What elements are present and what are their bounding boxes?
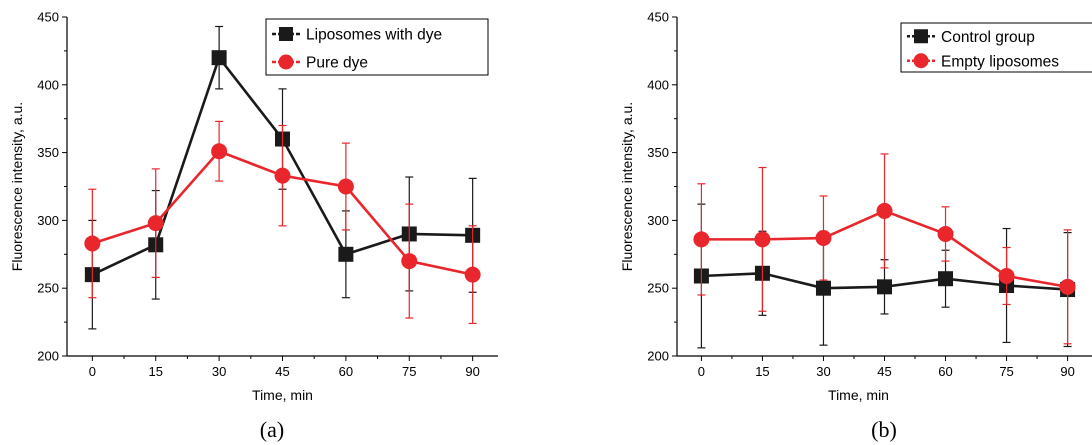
chart-panel-1: 200 250 300 350 400 450 0 15 30 45 60 75 90 Time, min… — [619, 10, 1092, 442]
x-tick-label: 30 — [816, 364, 830, 379]
chart-panel-0: 200 250 300 350 400 450 0 15 30 45 60 75 90 Time, min… — [9, 10, 498, 442]
data-point-circle — [998, 267, 1015, 284]
data-point-circle — [84, 235, 101, 252]
y-axis-label: Fluorescence intensity, a.u. — [9, 102, 25, 271]
data-point-circle — [147, 215, 164, 232]
data-point-circle — [401, 253, 418, 270]
y-axis-label: Fluorescence intensity, a.u. — [619, 102, 635, 271]
data-point-circle — [937, 225, 954, 242]
y-tick-label: 350 — [647, 145, 669, 160]
panel-label: (a) — [260, 417, 284, 442]
y-tick-label: 450 — [37, 10, 59, 25]
data-point-circle — [876, 202, 893, 219]
x-tick-label: 60 — [339, 364, 353, 379]
data-point-circle — [464, 266, 481, 283]
data-point-square — [338, 246, 354, 262]
legend: Liposomes with dye Pure dye — [265, 18, 489, 76]
legend-box — [900, 22, 1092, 73]
y-tick-label: 400 — [647, 77, 669, 92]
data-point-circle — [211, 143, 228, 160]
data-point-circle — [754, 231, 771, 248]
data-point-square — [877, 279, 892, 295]
x-tick-label: 90 — [1060, 364, 1074, 379]
data-point-circle — [1059, 278, 1076, 295]
x-axis-label: Time, min — [252, 387, 313, 403]
x-tick-label: 15 — [149, 364, 163, 379]
legend-label: Pure dye — [306, 55, 368, 72]
x-tick-label: 60 — [938, 364, 952, 379]
series-1 — [693, 153, 1076, 345]
y-tick-label: 200 — [647, 349, 669, 364]
x-tick-label: 45 — [877, 364, 891, 379]
x-tick-label: 0 — [698, 364, 705, 379]
x-tick-label: 75 — [999, 364, 1013, 379]
data-point-circle — [815, 230, 832, 247]
y-tick-label: 250 — [37, 281, 59, 296]
data-point-circle — [274, 167, 291, 184]
data-point-square — [815, 280, 831, 296]
y-tick-label: 200 — [37, 349, 59, 364]
legend-marker-square — [914, 29, 928, 44]
x-tick-label: 75 — [402, 364, 416, 379]
data-point-circle — [337, 178, 354, 195]
y-tick-label: 450 — [647, 10, 669, 25]
series-1 — [84, 120, 481, 325]
legend-label: Control group — [941, 29, 1035, 46]
y-tick-label: 350 — [37, 145, 59, 160]
x-axis-label: Time, min — [828, 387, 889, 403]
legend-marker-circle — [278, 54, 294, 70]
y-tick-label: 250 — [647, 281, 669, 296]
legend-label: Liposomes with dye — [306, 27, 442, 44]
data-point-square — [938, 271, 954, 287]
legend: Control group Empty liposomes — [900, 22, 1092, 73]
legend-marker-circle — [913, 53, 929, 69]
legend-label: Empty liposomes — [941, 53, 1059, 70]
x-tick-label: 15 — [755, 364, 769, 379]
y-tick-label: 300 — [37, 213, 59, 228]
data-point-circle — [693, 231, 710, 248]
data-point-square — [211, 50, 227, 66]
x-tick-label: 0 — [89, 364, 96, 379]
x-tick-label: 90 — [465, 364, 479, 379]
y-tick-label: 400 — [37, 77, 59, 92]
x-tick-label: 30 — [212, 364, 226, 379]
legend-box — [265, 18, 489, 76]
x-tick-label: 45 — [275, 364, 289, 379]
y-tick-label: 300 — [647, 213, 669, 228]
legend-marker-square — [279, 27, 293, 41]
panel-label: (b) — [871, 417, 897, 442]
